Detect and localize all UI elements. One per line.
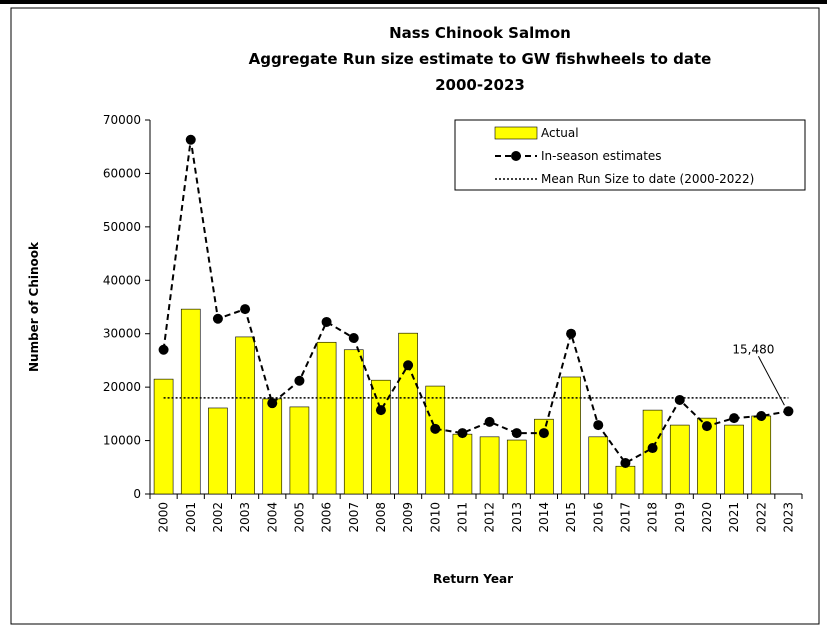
chart-title: Aggregate Run size estimate to GW fishwh…	[249, 50, 712, 68]
legend-label: In-season estimates	[541, 149, 662, 163]
bar	[208, 407, 228, 495]
point	[701, 421, 712, 432]
chart-border	[10, 7, 820, 625]
x-tick-label: 2006	[320, 502, 334, 533]
point	[593, 420, 604, 431]
bar	[452, 433, 473, 495]
y-tick-label: 70000	[103, 113, 141, 127]
bar	[697, 417, 717, 495]
y-axis-label: Number of Chinook	[27, 241, 41, 372]
bar	[398, 332, 418, 495]
bar	[153, 378, 174, 495]
point	[294, 375, 305, 386]
bar	[180, 308, 201, 495]
point	[267, 398, 278, 409]
x-tick-label: 2016	[591, 502, 605, 533]
bar	[669, 424, 690, 495]
x-tick-label: 2004	[265, 502, 279, 533]
x-tick-label: 2003	[238, 502, 252, 533]
point	[321, 316, 332, 327]
chart-title: Nass Chinook Salmon	[389, 24, 571, 42]
bar	[615, 465, 636, 495]
x-tick-label: 2015	[564, 502, 578, 533]
point	[212, 313, 223, 324]
y-tick-label: 20000	[103, 380, 141, 394]
chart-title: 2000-2023	[435, 76, 525, 94]
line	[162, 139, 789, 465]
bar	[235, 336, 255, 495]
legend-swatch	[494, 126, 538, 140]
point	[430, 423, 441, 434]
bar	[506, 439, 527, 495]
bar	[561, 376, 581, 495]
x-tick-label: 2013	[510, 502, 524, 533]
point	[375, 405, 386, 416]
point	[185, 134, 196, 145]
x-tick-label: 2009	[401, 502, 415, 533]
bar	[724, 424, 744, 495]
point	[566, 328, 577, 339]
point	[511, 428, 522, 439]
point	[484, 416, 495, 427]
x-tick-label: 2000	[157, 502, 171, 533]
point	[620, 458, 631, 469]
data-label: 15,480	[732, 342, 774, 356]
point	[756, 410, 767, 421]
x-tick-label: 2021	[727, 502, 741, 533]
point	[158, 344, 169, 355]
x-tick-label: 2014	[537, 502, 551, 533]
x-tick-label: 2007	[347, 502, 361, 533]
x-tick-label: 2011	[455, 502, 469, 533]
x-tick-label: 2022	[754, 502, 768, 533]
bar	[316, 341, 337, 495]
y-tick-label: 10000	[103, 434, 141, 448]
bar	[262, 398, 283, 495]
top-bar	[0, 0, 827, 4]
legend-label: Actual	[541, 126, 579, 140]
y-tick-label: 60000	[103, 166, 141, 180]
x-tick-label: 2001	[184, 502, 198, 533]
x-tick-label: 2005	[292, 502, 306, 533]
point	[403, 360, 414, 371]
x-tick-label: 2008	[374, 502, 388, 533]
point	[457, 428, 468, 439]
y-tick-label: 40000	[103, 273, 141, 287]
point	[240, 304, 251, 315]
point	[348, 332, 359, 343]
bar	[343, 349, 364, 495]
x-tick-label: 2019	[673, 502, 687, 533]
bar	[588, 436, 609, 495]
x-tick-label: 2018	[646, 502, 660, 533]
bar	[751, 415, 772, 495]
bar	[479, 436, 500, 495]
x-tick-label: 2010	[428, 502, 442, 533]
bar	[534, 418, 554, 495]
x-tick-label: 2023	[781, 502, 795, 533]
legend-label: Mean Run Size to date (2000-2022)	[541, 172, 754, 186]
y-tick-label: 50000	[103, 220, 141, 234]
point	[674, 394, 685, 405]
bar	[425, 385, 446, 495]
legend-swatch	[511, 151, 521, 161]
x-tick-label: 2017	[618, 502, 632, 533]
point	[729, 413, 740, 424]
y-tick-label: 0	[133, 487, 141, 501]
point	[538, 428, 549, 439]
x-tick-label: 2020	[700, 502, 714, 533]
point	[783, 406, 794, 417]
y-tick-label: 30000	[103, 327, 141, 341]
point	[647, 443, 658, 454]
bar	[289, 406, 310, 495]
x-tick-label: 2012	[483, 502, 497, 533]
x-tick-label: 2002	[211, 502, 225, 533]
x-axis-label: Return Year	[433, 572, 513, 586]
